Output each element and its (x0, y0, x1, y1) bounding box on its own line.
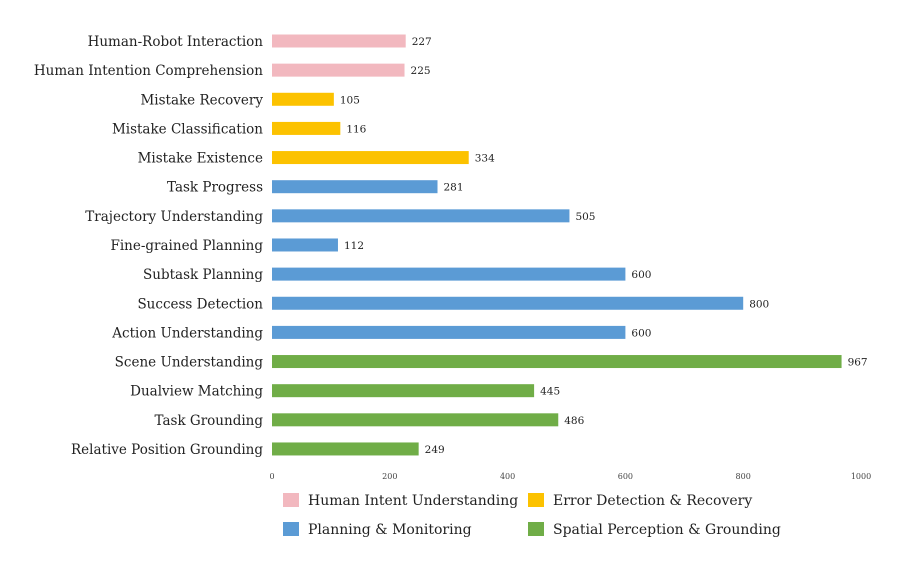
value-label: 505 (575, 211, 595, 223)
category-label: Mistake Existence (138, 151, 263, 167)
category-label: Task Grounding (155, 413, 264, 429)
bar (272, 34, 406, 48)
category-label: Action Understanding (111, 325, 263, 341)
category-label: Relative Position Grounding (71, 442, 263, 458)
value-label: 445 (540, 386, 560, 398)
value-label: 600 (631, 269, 651, 281)
x-tick-label: 400 (500, 472, 515, 481)
category-label: Task Progress (167, 180, 263, 196)
category-label: Fine-grained Planning (110, 238, 263, 254)
legend-swatch (528, 493, 544, 507)
value-label: 227 (412, 36, 432, 48)
legend-swatch (528, 522, 544, 536)
legend-label: Spatial Perception & Grounding (553, 522, 781, 538)
value-label: 600 (631, 327, 651, 339)
value-label: 225 (411, 65, 431, 77)
bar (272, 92, 334, 106)
legend-swatch (283, 493, 299, 507)
bar (272, 384, 535, 398)
category-label: Scene Understanding (115, 355, 264, 371)
x-tick-label: 800 (736, 472, 751, 481)
legend-label: Planning & Monitoring (308, 522, 472, 538)
bar (272, 180, 438, 194)
bar (272, 267, 626, 281)
bar (272, 151, 469, 165)
category-label: Trajectory Understanding (85, 209, 263, 225)
category-label: Human-Robot Interaction (88, 34, 264, 50)
x-tick-label: 600 (618, 472, 633, 481)
bar (272, 209, 570, 223)
bar (272, 63, 405, 77)
value-label: 112 (344, 240, 364, 252)
bar (272, 325, 626, 339)
bar (272, 442, 419, 456)
bar (272, 121, 341, 135)
value-label: 334 (475, 153, 495, 165)
bar (272, 413, 559, 427)
bar (272, 355, 842, 369)
legend-swatch (283, 522, 299, 536)
legend-label: Error Detection & Recovery (553, 493, 752, 509)
value-label: 486 (564, 415, 584, 427)
bar (272, 238, 338, 252)
value-label: 281 (444, 182, 464, 194)
category-label: Subtask Planning (143, 267, 263, 283)
value-label: 800 (749, 298, 769, 310)
value-label: 116 (346, 123, 366, 135)
bar (272, 296, 744, 310)
category-label: Human Intention Comprehension (34, 63, 263, 79)
value-label: 967 (848, 357, 868, 369)
category-label: Success Detection (137, 296, 263, 312)
category-label: Mistake Recovery (140, 92, 263, 108)
x-tick-label: 0 (269, 472, 274, 481)
category-label: Mistake Classification (112, 121, 263, 137)
x-tick-label: 1000 (851, 472, 871, 481)
legend-label: Human Intent Understanding (308, 493, 518, 509)
x-tick-label: 200 (382, 472, 397, 481)
category-label: Dualview Matching (130, 384, 263, 400)
value-label: 105 (340, 94, 360, 106)
value-label: 249 (425, 444, 445, 456)
